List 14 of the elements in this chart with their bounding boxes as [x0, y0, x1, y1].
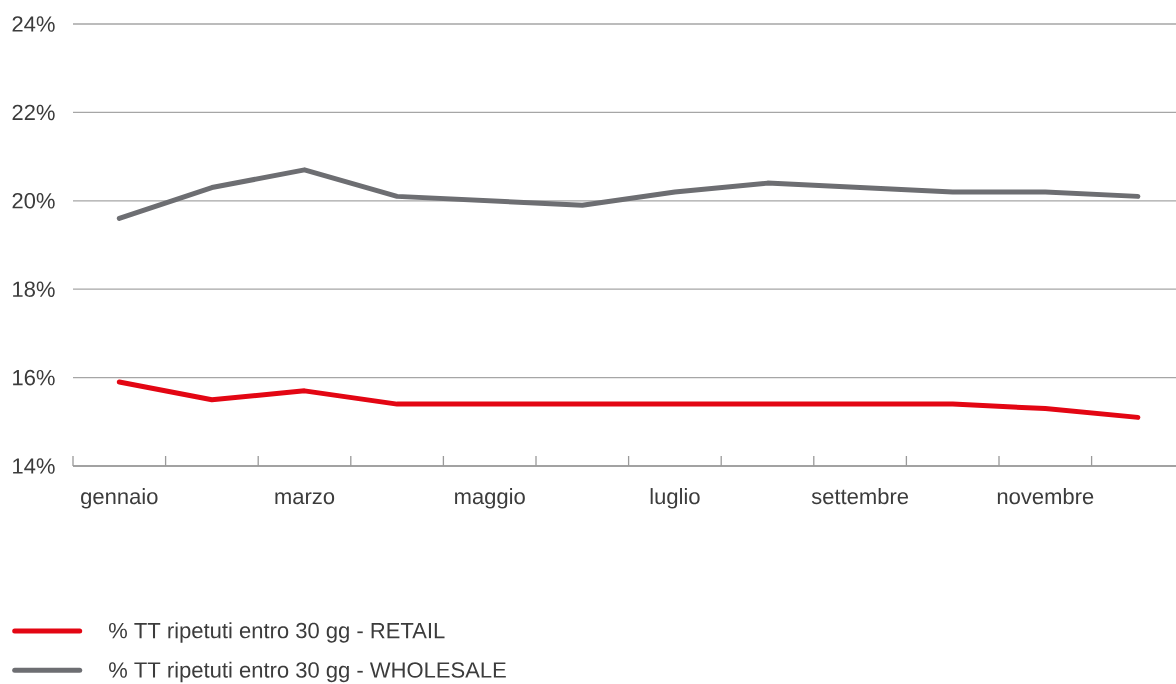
y-tick-label: 16% — [13, 369, 55, 386]
y-tick-label: 14% — [13, 458, 55, 474]
y-tick-label: 24% — [12, 16, 55, 32]
x-tick-label: marzo — [275, 492, 335, 505]
x-tick-label: gennaio — [81, 488, 158, 509]
x-tick-label: novembre — [997, 488, 1094, 505]
x-tick-label: maggio — [455, 488, 525, 509]
y-tick-label: 20% — [12, 193, 55, 209]
y-tick-label: 18% — [13, 281, 55, 297]
legend-label: % TT ripetuti entro 30 gg - WHOLESALE — [108, 661, 506, 683]
legend-label: % TT ripetuti entro 30 gg - RETAIL — [108, 622, 445, 643]
y-tick-label: 22% — [12, 104, 55, 121]
x-tick-label: settembre — [811, 488, 909, 505]
x-tick-label: luglio — [650, 488, 700, 509]
